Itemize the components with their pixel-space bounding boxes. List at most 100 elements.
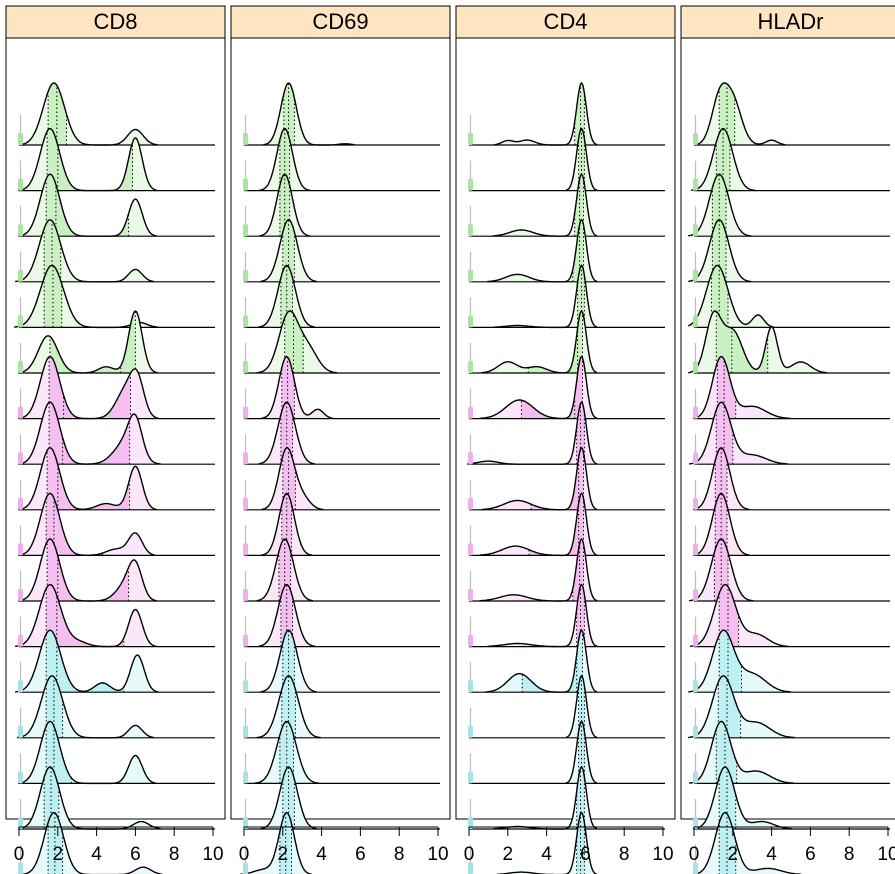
- zero-box: [468, 771, 473, 784]
- panel-header-strips: CD8 CD69 CD4 HLADr: [5, 5, 895, 39]
- zero-box: [243, 361, 248, 373]
- density-row: [467, 401, 665, 465]
- density-curve: [687, 264, 774, 328]
- density-fill: [481, 447, 597, 510]
- zero-box: [468, 224, 473, 237]
- density-row: [468, 765, 665, 830]
- density-row: [468, 629, 665, 693]
- density-curve: [479, 537, 598, 602]
- zero-box: [468, 680, 473, 693]
- density-curve: [261, 492, 313, 556]
- zero-box: [243, 817, 248, 829]
- density-fill: [479, 356, 597, 419]
- x-tick-label: 8: [844, 844, 855, 865]
- density-fill: [243, 812, 311, 874]
- zero-box: [468, 452, 473, 465]
- density-iqr-fill: [716, 311, 768, 373]
- x-tick-label: 0: [689, 844, 700, 865]
- zero-box: [243, 634, 248, 647]
- zero-box: [468, 817, 473, 829]
- density-iqr-fill: [48, 812, 63, 874]
- zero-box: [243, 133, 248, 145]
- density-fill: [479, 539, 597, 601]
- density-row: [468, 355, 665, 420]
- density-iqr-fill: [50, 311, 136, 373]
- x-tick-label: 4: [541, 844, 552, 865]
- density-curve: [17, 447, 157, 511]
- zero-box: [693, 634, 698, 647]
- zero-box: [693, 178, 698, 191]
- density-curve: [565, 720, 598, 784]
- zero-box: [243, 771, 248, 784]
- density-row: [15, 219, 215, 283]
- density-iqr-fill: [46, 630, 124, 693]
- strip-hladr: [680, 5, 895, 39]
- density-row: [468, 583, 665, 648]
- x-tick-label: 8: [169, 844, 180, 865]
- density-iqr-fill: [715, 447, 727, 510]
- x-tick-label: 4: [766, 844, 777, 865]
- panel-frame: [455, 37, 676, 820]
- zero-box: [693, 680, 698, 693]
- zero-box: [693, 817, 698, 829]
- density-curve: [261, 355, 334, 419]
- panels: [5, 37, 895, 874]
- density-row: [243, 675, 440, 739]
- density-fill: [689, 721, 794, 784]
- zero-box: [468, 862, 473, 874]
- density-curve: [497, 811, 598, 874]
- density-curve: [256, 538, 314, 602]
- zero-box: [243, 224, 248, 237]
- zero-box: [18, 452, 23, 465]
- density-curve: [258, 401, 315, 465]
- density-iqr-fill: [49, 356, 131, 419]
- zero-box: [468, 133, 473, 145]
- x-tick-label: 10: [877, 844, 895, 865]
- density-curve: [688, 629, 792, 693]
- zero-box: [468, 589, 473, 601]
- zero-box: [243, 680, 248, 693]
- density-curve: [261, 447, 324, 511]
- density-iqr-fill: [49, 402, 130, 465]
- density-row: [468, 537, 665, 602]
- density-curve: [256, 675, 321, 739]
- zero-box: [18, 817, 23, 829]
- zero-box: [243, 497, 248, 510]
- strip-cd69: [230, 5, 451, 39]
- density-row: [468, 218, 665, 283]
- density-iqr-fill: [46, 493, 103, 556]
- density-iqr-fill: [521, 356, 583, 419]
- density-row: [17, 766, 215, 830]
- density-curve: [258, 264, 315, 328]
- zero-box: [18, 634, 23, 647]
- density-row: [18, 811, 215, 874]
- density-fill: [689, 402, 789, 465]
- density-curve: [487, 218, 598, 283]
- density-iqr-fill: [44, 265, 62, 328]
- density-row: [17, 355, 215, 420]
- density-fill: [481, 311, 597, 373]
- density-iqr-fill: [528, 311, 583, 373]
- zero-box: [18, 361, 23, 373]
- density-curve: [258, 583, 315, 647]
- zero-box: [468, 361, 473, 373]
- density-iqr-fill: [46, 584, 124, 647]
- density-iqr-fill: [716, 721, 737, 784]
- strip-cd4: [455, 5, 676, 39]
- density-iqr-fill: [282, 630, 295, 693]
- zero-box: [693, 725, 698, 738]
- density-curve: [479, 492, 598, 557]
- x-tick-label: 0: [464, 844, 475, 865]
- zero-box: [693, 862, 698, 874]
- zero-box: [693, 452, 698, 465]
- zero-box: [693, 361, 698, 373]
- x-tick-label: 8: [619, 844, 630, 865]
- density-curve: [254, 720, 319, 784]
- zero-box: [18, 725, 23, 738]
- zero-box: [693, 589, 698, 601]
- density-fill: [688, 675, 795, 738]
- x-tick-label: 10: [202, 844, 223, 865]
- density-row: [692, 811, 890, 874]
- density-curve: [692, 447, 750, 511]
- zero-box: [468, 315, 473, 328]
